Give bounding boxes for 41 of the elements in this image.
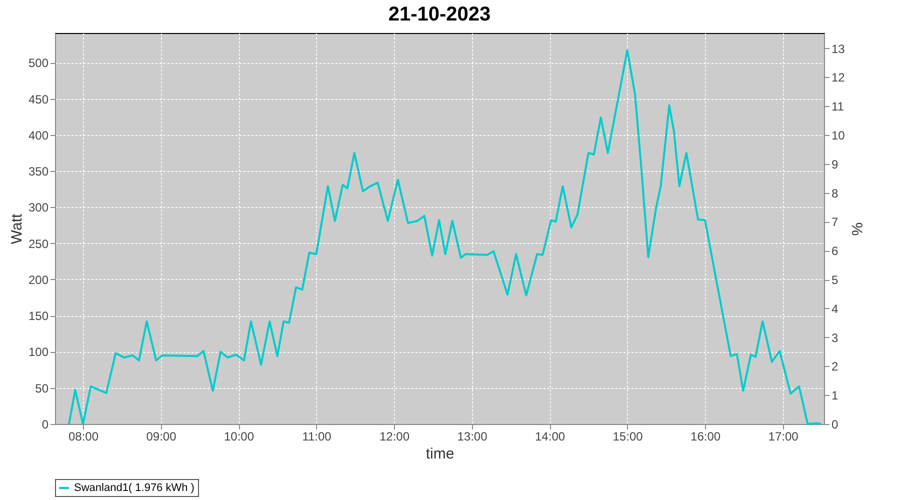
y-tick-label: 200 [28,272,49,287]
y-tick-label: 450 [28,92,49,106]
x-tick-label: 12:00 [380,430,410,444]
y2-tick-label: 0 [832,418,838,432]
y2-tick-label: 10 [832,128,846,143]
y2-tick-label: 7 [832,215,838,230]
y-tick-label: 250 [28,236,49,251]
y-tick-label: 500 [28,56,49,70]
y-tick-label: 50 [35,381,49,396]
line-series [68,49,822,425]
y2-tick-label: 8 [832,186,838,200]
x-tick-label: 13:00 [457,430,488,444]
x-tick-label: 08:00 [68,430,99,444]
y2-axis-title: % [848,222,865,236]
y-tick-label: 350 [28,164,49,179]
y-tick-label: 100 [28,345,49,360]
x-tick-label: 16:00 [690,430,721,444]
y2-tick-label: 13 [832,42,846,56]
y2-tick-label: 2 [832,360,838,374]
y-tick-label: 150 [28,309,49,324]
x-axis-title: time [426,446,454,462]
chart-title: 21-10-2023 [388,3,491,26]
y-tick-label: 300 [28,200,49,215]
x-tick-label: 15:00 [612,430,644,444]
legend-label: Swanland1( 1.976 kWh ) [74,482,194,494]
y2-tick-label: 12 [832,70,846,85]
x-tick-label: 09:00 [146,430,177,444]
x-tick-label: 10:00 [224,430,254,444]
y-tick-label: 0 [42,418,49,432]
y2-tick-label: 3 [832,330,838,345]
x-tick-label: 14:00 [535,430,566,444]
y-axis-title: Watt [8,213,26,244]
y2-tick-label: 6 [832,244,838,258]
y2-tick-label: 4 [832,302,838,316]
y2-tick-label: 9 [832,157,838,172]
y-tick-label: 400 [28,128,49,142]
y2-tick-label: 11 [832,100,844,114]
y2-tick-label: 5 [832,273,838,288]
y2-tick-label: 1 [832,388,838,403]
x-tick-label: 11:00 [302,430,332,444]
x-tick-label: 17:00 [768,430,799,444]
